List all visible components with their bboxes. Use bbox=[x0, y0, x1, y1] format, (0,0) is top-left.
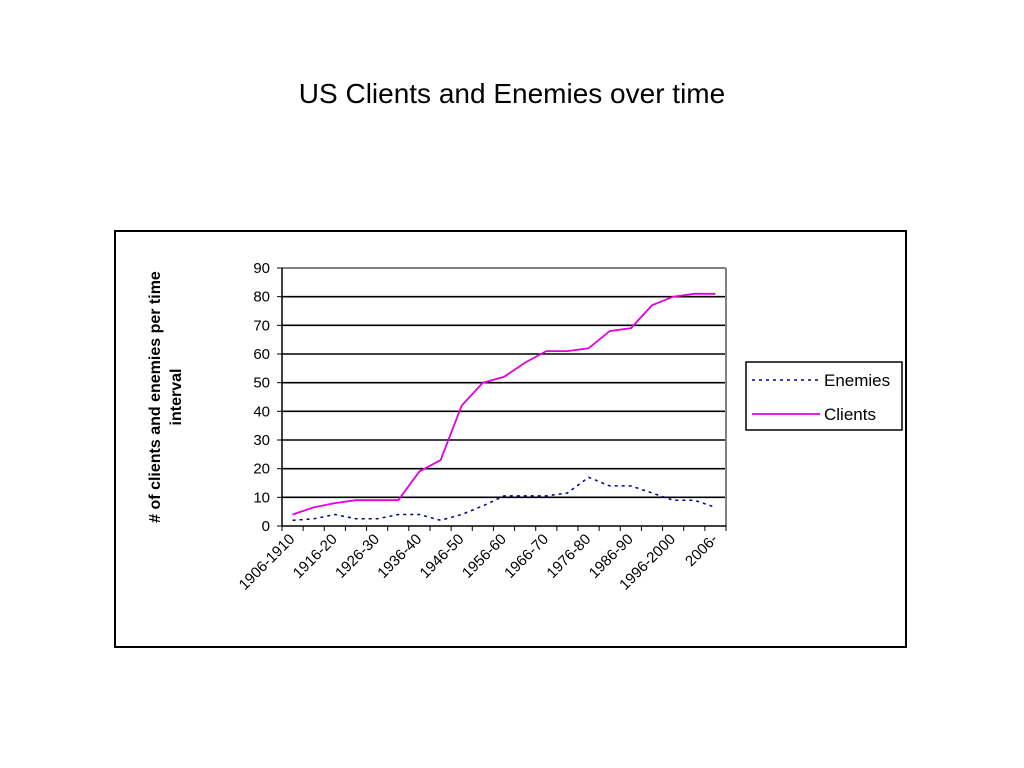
x-tick-label: 1966-70 bbox=[501, 531, 552, 582]
y-axis-label-line: interval bbox=[168, 369, 185, 426]
chart-frame: 0 10 20 30 40 50 60 70 80 90 1906-1910 1916-20 1926-… bbox=[114, 230, 907, 648]
y-tick-label: 0 bbox=[262, 518, 270, 535]
y-tick-label: 20 bbox=[253, 461, 270, 478]
y-axis-label: # of clients and enemies per time interva… bbox=[147, 271, 185, 523]
x-tick-label: 2006- bbox=[682, 531, 721, 570]
x-tick-label: 1976-80 bbox=[543, 531, 594, 582]
line-chart: 0 10 20 30 40 50 60 70 80 90 1906-19101916-201926-… bbox=[147, 260, 903, 594]
y-tick-label: 10 bbox=[253, 489, 270, 506]
y-tick-label: 30 bbox=[253, 432, 270, 449]
y-tick-label: 60 bbox=[253, 346, 270, 363]
slide-title: US Clients and Enemies over time bbox=[298, 78, 726, 109]
legend-box bbox=[745, 361, 903, 431]
legend-label-enemies: Enemies bbox=[824, 371, 890, 390]
y-tick-label: 90 bbox=[253, 260, 270, 277]
y-tick-label: 40 bbox=[253, 403, 270, 420]
y-tick-label: 50 bbox=[253, 375, 270, 392]
y-axis-label-line: # of clients and enemies per time bbox=[147, 271, 164, 523]
x-tick-label: 1916-20 bbox=[290, 531, 341, 582]
y-tick-label: 80 bbox=[253, 289, 270, 306]
x-tick-label: 1946-50 bbox=[417, 531, 468, 582]
x-tick-label: 1926-30 bbox=[332, 531, 383, 582]
legend-label-clients: Clients bbox=[824, 405, 876, 424]
x-tick-label: 1956-60 bbox=[459, 531, 510, 582]
x-tick-label: 1906-1910 bbox=[236, 531, 299, 594]
series-line-enemies bbox=[292, 476, 716, 522]
series-line-clients bbox=[292, 292, 716, 516]
x-tick-label: 1936-40 bbox=[374, 531, 425, 582]
y-tick-label: 70 bbox=[253, 317, 270, 334]
